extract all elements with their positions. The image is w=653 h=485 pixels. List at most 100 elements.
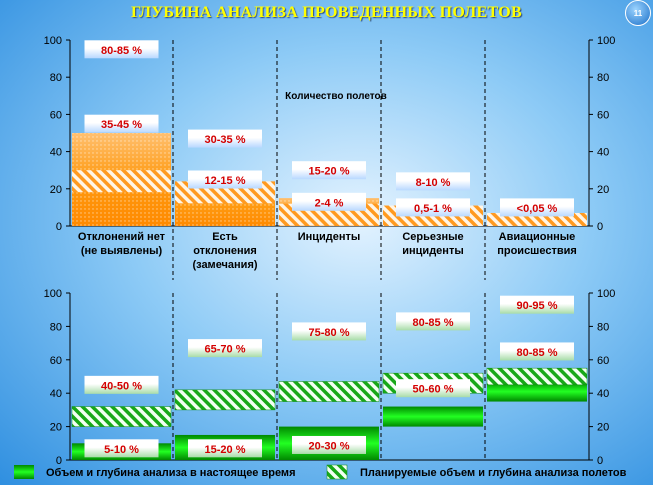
data-label-box <box>292 161 366 180</box>
data-label: 20-30 % <box>292 435 366 454</box>
category-label: Серьезные <box>402 231 463 243</box>
bar-hatched <box>174 389 276 411</box>
data-label: 75-80 % <box>292 322 366 341</box>
data-label-box <box>500 295 574 314</box>
data-label-box <box>188 129 262 148</box>
legend: Объем и глубина анализа в настоящее врем… <box>14 464 627 480</box>
bar-solid <box>383 406 483 427</box>
category-label: Авиационные <box>499 231 576 243</box>
data-label: 8-10 % <box>396 172 470 191</box>
data-label: 80-85 % <box>500 342 574 361</box>
data-label-box <box>84 114 159 133</box>
data-label-box <box>292 192 366 211</box>
bottom-y-axis-right: 0 20 40 60 80 100 <box>588 288 615 467</box>
data-label: 30-35 % <box>188 129 262 148</box>
y-tick-label: 80 <box>597 321 609 333</box>
data-label: 80-85 % <box>396 312 470 331</box>
category-label: происшествия <box>497 245 577 257</box>
data-label-box <box>396 312 470 331</box>
legend-swatch-hatched <box>326 464 348 480</box>
top-y-axis-right: 0 20 40 60 80 100 <box>588 35 615 233</box>
data-label-box <box>188 339 262 358</box>
y-tick-label: 60 <box>597 109 609 121</box>
y-tick-label: 20 <box>50 184 62 196</box>
page-number-badge: 11 <box>625 0 651 26</box>
data-label: 35-45 % <box>84 114 159 133</box>
legend-swatch-solid <box>14 465 34 479</box>
category-label: (не выявлены) <box>81 245 163 257</box>
top-chart: 0 20 40 60 80 100 0 20 40 60 80 100 80-85 % 35-45 %… <box>44 35 615 280</box>
data-label-box <box>84 375 159 394</box>
data-label: 15-20 % <box>292 161 366 180</box>
category-label: Есть <box>212 231 238 243</box>
legend-item-planned: Планируемые объем и глубина анализа поле… <box>326 464 627 480</box>
data-label-box <box>396 379 470 398</box>
data-label: 15-20 % <box>188 439 262 458</box>
bar-solid <box>487 381 587 402</box>
data-label-box <box>396 172 470 191</box>
data-label: 90-95 % <box>500 295 574 314</box>
category-label: отклонения <box>193 245 257 257</box>
data-label-text: 12-15 % <box>205 175 246 187</box>
y-tick-label: 80 <box>597 72 609 84</box>
y-tick-label: 20 <box>597 422 609 434</box>
data-label-box <box>84 439 159 458</box>
y-tick-label: 100 <box>597 288 615 300</box>
data-label-text: 50-60 % <box>413 384 454 396</box>
slide-title: ГЛУБИНА АНАЛИЗА ПРОВЕДЕННЫХ ПОЛЕТОВ <box>131 4 522 21</box>
category-label: (замечания) <box>192 259 257 271</box>
bar-hatched <box>278 381 380 402</box>
y-tick-label: 0 <box>56 455 62 467</box>
data-label: 12-15 % <box>188 170 262 189</box>
legend-item-current: Объем и глубина анализа в настоящее врем… <box>14 465 296 479</box>
data-label-text: <0,05 % <box>517 203 558 215</box>
data-label-text: 5-10 % <box>104 444 139 456</box>
data-label-text: 35-45 % <box>101 119 142 131</box>
data-label: <0,05 % <box>500 198 574 217</box>
data-label-text: 80-85 % <box>101 45 142 57</box>
y-tick-label: 40 <box>50 388 62 400</box>
top-category-labels: Отклонений нет (не выявлены) Есть отклонени… <box>78 231 577 271</box>
data-label: 2-4 % <box>292 192 366 211</box>
data-label-text: 15-20 % <box>309 166 350 178</box>
data-label-text: 90-95 % <box>517 300 558 312</box>
data-label-text: 0,5-1 % <box>414 203 452 215</box>
top-chart-title: Количество полетов <box>285 91 387 102</box>
category-label: Отклонений нет <box>78 231 166 243</box>
y-tick-label: 20 <box>597 184 609 196</box>
data-label-box <box>188 439 262 458</box>
data-label-text: 20-30 % <box>309 440 350 452</box>
y-tick-label: 60 <box>50 109 62 121</box>
y-tick-label: 60 <box>597 355 609 367</box>
data-label-text: 80-85 % <box>517 347 558 359</box>
data-label-text: 30-35 % <box>205 134 246 146</box>
data-label-box <box>500 342 574 361</box>
category-label: инциденты <box>402 245 463 257</box>
bottom-chart: 0 20 40 60 80 100 0 20 40 60 80 100 40-50 % 5-10 % 6… <box>44 288 616 467</box>
y-tick-label: 0 <box>597 455 603 467</box>
data-label-text: 8-10 % <box>416 177 451 189</box>
y-tick-label: 0 <box>56 221 62 233</box>
y-tick-label: 40 <box>50 147 62 159</box>
data-label-text: 40-50 % <box>101 380 142 392</box>
y-tick-label: 100 <box>597 35 615 47</box>
y-tick-label: 100 <box>44 288 62 300</box>
data-label: 40-50 % <box>84 375 159 394</box>
y-tick-label: 100 <box>44 35 62 47</box>
data-label-text: 65-70 % <box>205 344 246 356</box>
data-label: 80-85 % <box>84 40 159 59</box>
data-label-box <box>396 198 470 217</box>
bar-hatched <box>486 367 588 386</box>
y-tick-label: 40 <box>597 147 609 159</box>
data-label-text: 15-20 % <box>205 444 246 456</box>
top-dividers <box>172 40 486 280</box>
data-label-box <box>292 435 366 454</box>
y-tick-label: 40 <box>597 388 609 400</box>
data-label-text: 2-4 % <box>315 197 344 209</box>
y-tick-label: 0 <box>597 221 603 233</box>
data-label-text: 75-80 % <box>309 327 350 339</box>
top-data-labels: 80-85 % 35-45 % 30-35 % 12-15 % 15-20 % 2-4 %… <box>84 40 574 217</box>
data-label: 65-70 % <box>188 339 262 358</box>
category-label: Инциденты <box>298 231 361 243</box>
